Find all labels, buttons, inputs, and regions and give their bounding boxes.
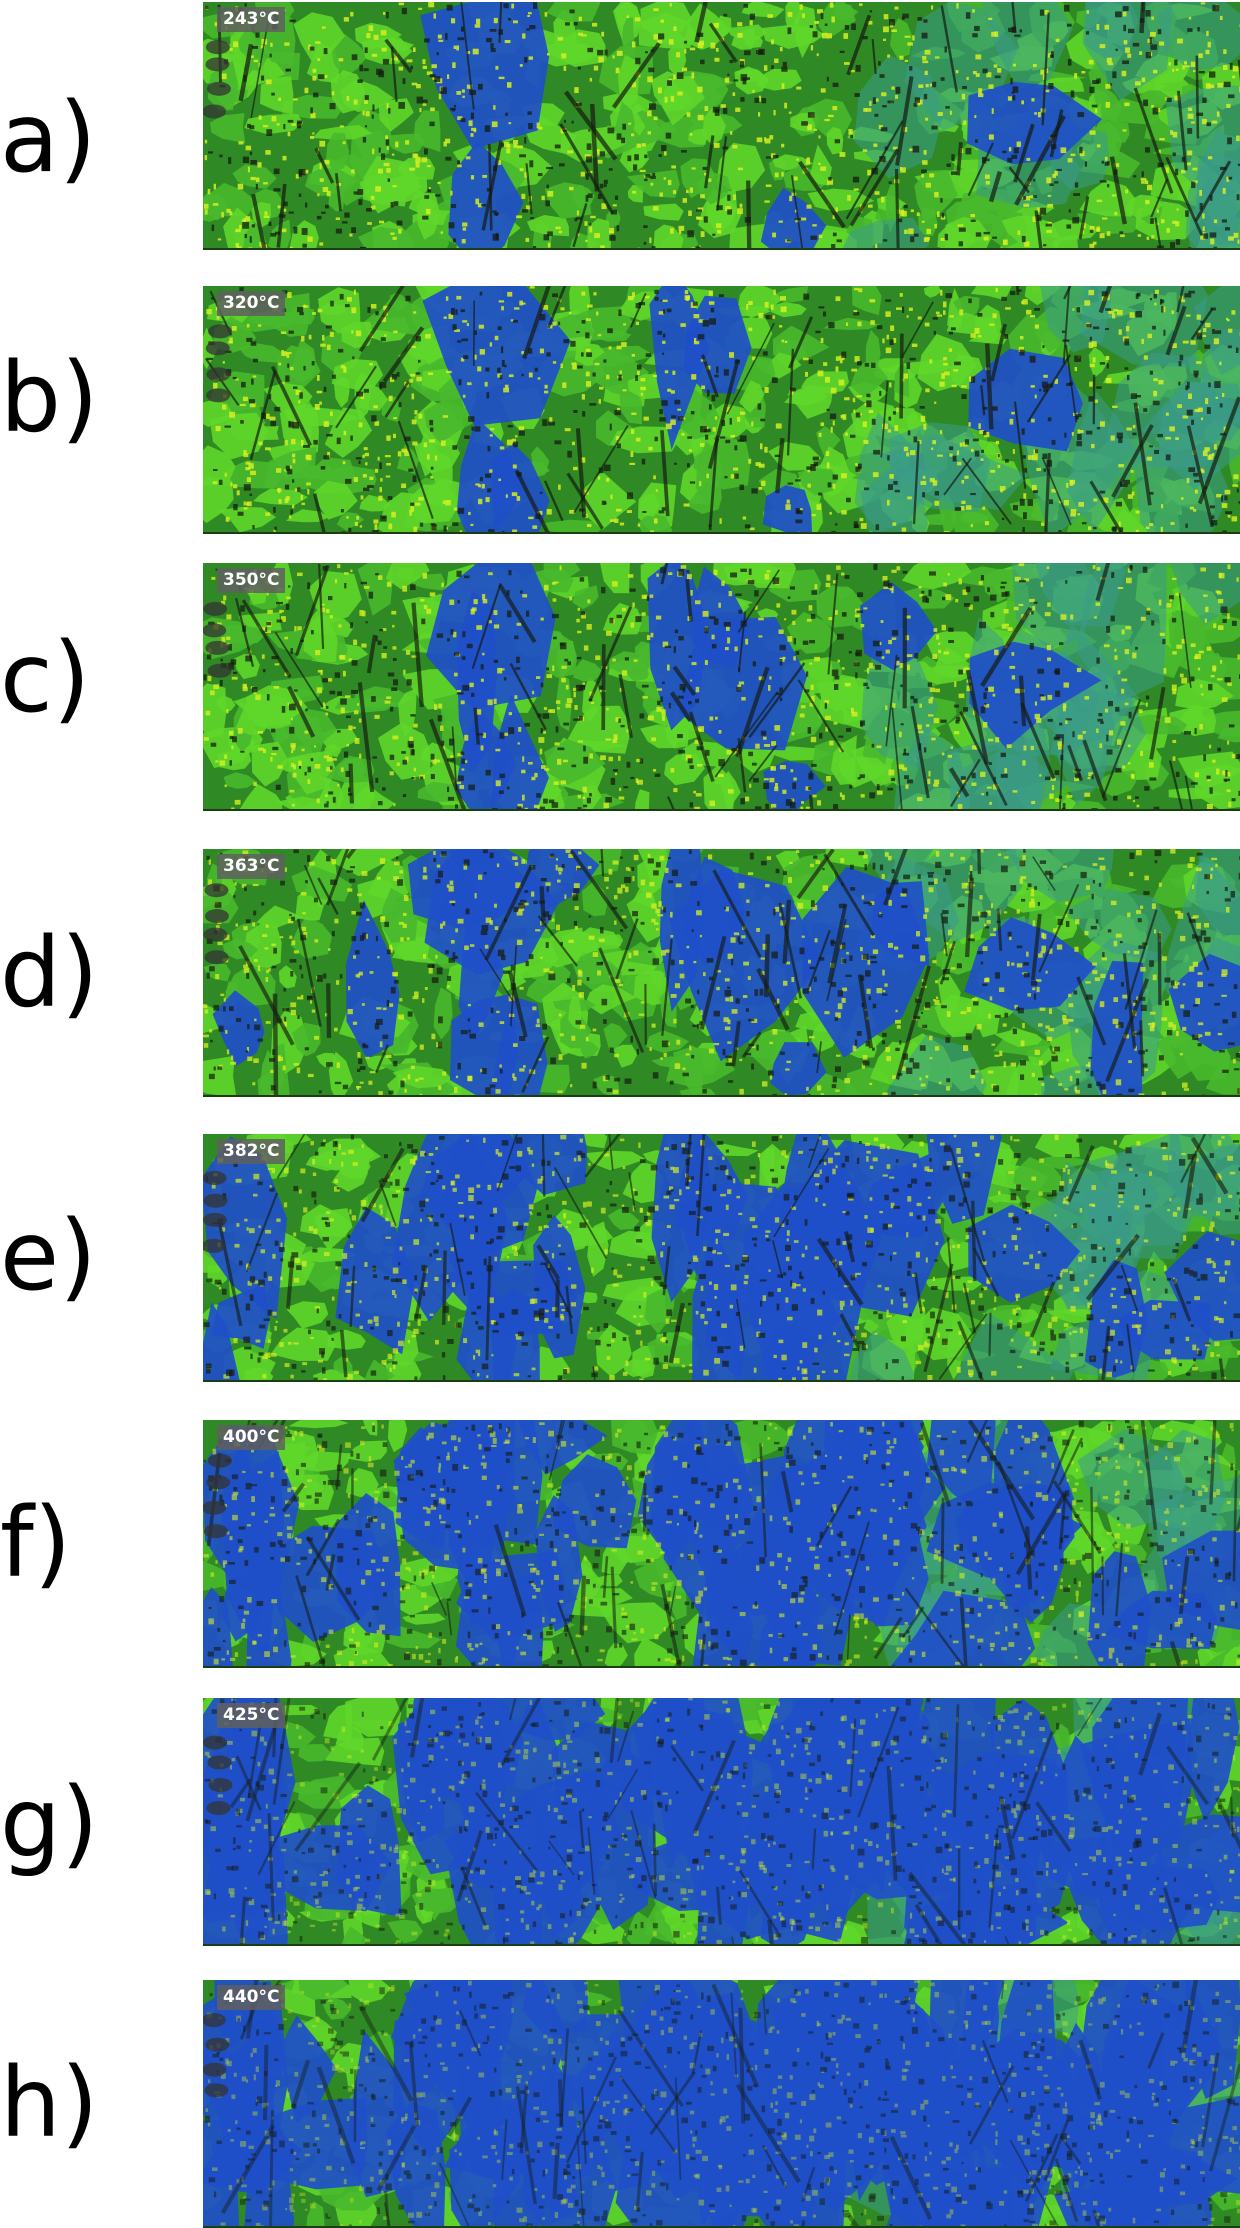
temperature-badge-f: 400°C <box>217 1425 285 1450</box>
panel-label-g: g) <box>0 1775 200 1871</box>
panel-d: 363°C <box>203 849 1240 1097</box>
temperature-badge-e: 382°C <box>217 1139 285 1164</box>
panel-label-b: b) <box>0 350 200 446</box>
micrograph-a <box>203 2 1240 248</box>
micrograph-c <box>203 563 1240 809</box>
temperature-badge-a: 243°C <box>217 7 285 32</box>
panel-label-d: d) <box>0 925 200 1021</box>
micrograph-g <box>203 1698 1240 1944</box>
panel-e: 382°C <box>203 1134 1240 1382</box>
micrograph-b <box>203 286 1240 532</box>
temperature-badge-g: 425°C <box>217 1703 285 1728</box>
panel-label-f: f) <box>0 1495 200 1591</box>
panel-c: 350°C <box>203 563 1240 811</box>
micrograph-e <box>203 1134 1240 1380</box>
temperature-badge-h: 440°C <box>217 1985 285 2010</box>
panel-g: 425°C <box>203 1698 1240 1946</box>
panel-label-h: h) <box>0 2055 200 2151</box>
micrograph-h <box>203 1980 1240 2226</box>
panel-label-c: c) <box>0 630 200 726</box>
panel-h: 440°C <box>203 1980 1240 2228</box>
temperature-badge-c: 350°C <box>217 568 285 593</box>
micrograph-d <box>203 849 1240 1095</box>
panel-f: 400°C <box>203 1420 1240 1668</box>
panel-a: 243°C <box>203 2 1240 250</box>
panel-label-a: a) <box>0 90 200 186</box>
micrograph-f <box>203 1420 1240 1666</box>
temperature-badge-b: 320°C <box>217 291 285 316</box>
temperature-badge-d: 363°C <box>217 854 285 879</box>
panel-b: 320°C <box>203 286 1240 534</box>
panel-label-e: e) <box>0 1208 200 1304</box>
